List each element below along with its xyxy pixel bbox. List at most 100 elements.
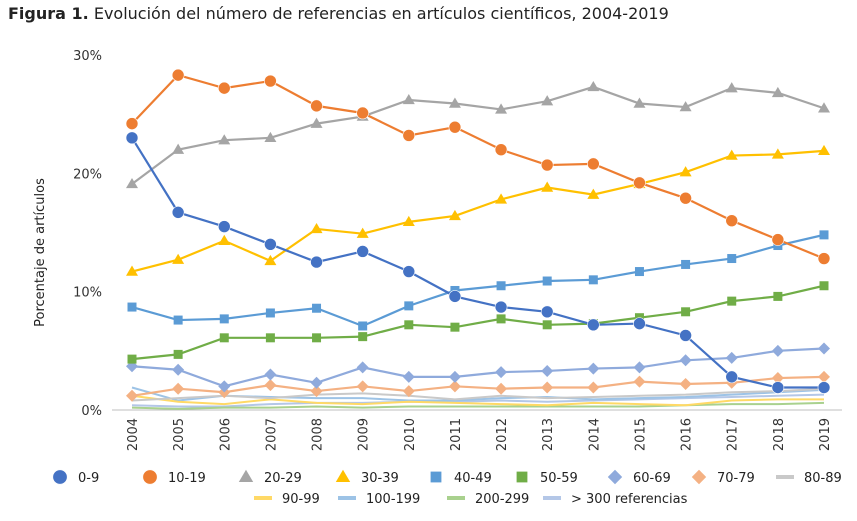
data-point (588, 275, 598, 285)
legend-label: 40-49 (454, 471, 492, 486)
data-point (356, 227, 369, 238)
series-40-49 (127, 230, 829, 331)
chart-title: Figura 1. Evolución del número de refere… (8, 4, 669, 23)
legend-item: 50-59 (516, 471, 578, 486)
data-point (725, 149, 738, 160)
data-point (430, 471, 442, 483)
data-point (312, 333, 322, 343)
data-point (402, 215, 415, 227)
data-point (172, 253, 185, 264)
data-point (404, 301, 414, 311)
data-point (265, 308, 275, 318)
data-point (542, 320, 552, 330)
series-60-69 (126, 342, 830, 393)
data-point (725, 82, 738, 93)
y-tick-label: 30% (73, 49, 102, 64)
data-point (448, 120, 462, 134)
data-point (541, 381, 554, 394)
legend-item: 70-79 (691, 469, 755, 486)
x-tick-label: 2004 (126, 418, 141, 451)
x-tick-label: 2015 (633, 418, 648, 451)
legend-label: 50-59 (540, 471, 578, 486)
series-line (131, 347, 825, 388)
data-point (173, 315, 183, 325)
data-point (310, 385, 323, 398)
data-point (358, 332, 368, 342)
legend-item: 60-69 (607, 469, 671, 486)
data-point (727, 296, 737, 306)
data-point (771, 86, 784, 98)
data-point (310, 255, 323, 269)
data-point (264, 74, 277, 88)
series-200-299 (131, 401, 825, 410)
legend-label: 20-29 (264, 471, 302, 486)
data-point (264, 379, 277, 392)
data-point (402, 129, 416, 142)
data-point (496, 314, 506, 324)
figure-number: Figura 1. (8, 4, 89, 23)
data-point (264, 238, 277, 251)
series-line (131, 233, 825, 328)
data-point (356, 361, 369, 374)
series-90-99 (131, 394, 824, 407)
data-point (679, 101, 692, 112)
legend-item: > 300 referencias (543, 492, 688, 507)
legend-label: 0-9 (78, 471, 99, 486)
data-point (771, 381, 785, 394)
data-point (310, 376, 323, 389)
data-point (771, 233, 785, 246)
legend-item: 10-19 (142, 469, 206, 486)
data-point (494, 300, 508, 314)
data-point (218, 134, 231, 145)
series-line (131, 393, 825, 408)
series-10-19 (125, 68, 831, 265)
data-point (404, 320, 414, 330)
data-point (356, 106, 369, 120)
data-point (587, 188, 600, 199)
data-point (218, 234, 231, 245)
chart-axes: 0% 10% 20% 30% Porcentaje de artículos 2004 20… (33, 49, 842, 451)
data-point (771, 344, 784, 357)
x-tick-label: 2007 (264, 418, 279, 451)
data-point (679, 166, 692, 177)
legend-item: 90-99 (254, 492, 320, 507)
data-point (587, 381, 600, 394)
legend-label: 80-89 (804, 471, 842, 486)
legend-label: 90-99 (282, 492, 320, 507)
x-tick-label: 2008 (311, 418, 326, 451)
data-point (219, 333, 229, 343)
y-tick-label: 10% (73, 286, 102, 301)
data-point (335, 469, 351, 483)
legend-label: 200-299 (475, 492, 529, 507)
chart-legend: 0-9 10-19 20-29 30-39 40-49 50-59 60-69 70-79 80… (52, 469, 842, 507)
y-axis-label: Porcentaje de artículos (33, 178, 48, 327)
data-point (238, 469, 254, 483)
data-point (587, 157, 600, 171)
legend-label: 100-199 (366, 492, 420, 507)
x-tick-label: 2010 (403, 418, 418, 451)
data-point (142, 469, 158, 485)
series-line (131, 137, 824, 389)
data-point (818, 102, 830, 113)
data-point (587, 362, 600, 375)
y-tick-label: 20% (73, 167, 102, 182)
data-point (681, 307, 691, 317)
chart-series (125, 68, 831, 410)
x-tick-label: 2009 (357, 418, 372, 451)
data-point (172, 363, 185, 376)
data-point (172, 382, 185, 395)
series-line (131, 375, 825, 397)
data-point (691, 469, 707, 485)
y-tick-label: 0% (81, 404, 102, 419)
data-point (819, 281, 829, 291)
data-point (541, 181, 554, 192)
data-point (607, 469, 623, 485)
legend-item: 200-299 (447, 492, 529, 507)
series-80-89 (131, 387, 825, 402)
series-line (131, 85, 825, 185)
series-line (131, 149, 825, 273)
data-point (127, 302, 137, 312)
data-point (633, 375, 646, 388)
data-point (402, 370, 415, 383)
